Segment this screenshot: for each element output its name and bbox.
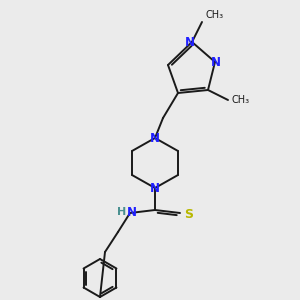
Text: N: N [150, 131, 160, 145]
Text: N: N [211, 56, 221, 68]
Text: CH₃: CH₃ [206, 10, 224, 20]
Text: N: N [127, 206, 137, 218]
Text: S: S [184, 208, 193, 220]
Text: H: H [117, 207, 126, 217]
Text: N: N [185, 37, 195, 50]
Text: CH₃: CH₃ [231, 95, 249, 105]
Text: N: N [150, 182, 160, 194]
